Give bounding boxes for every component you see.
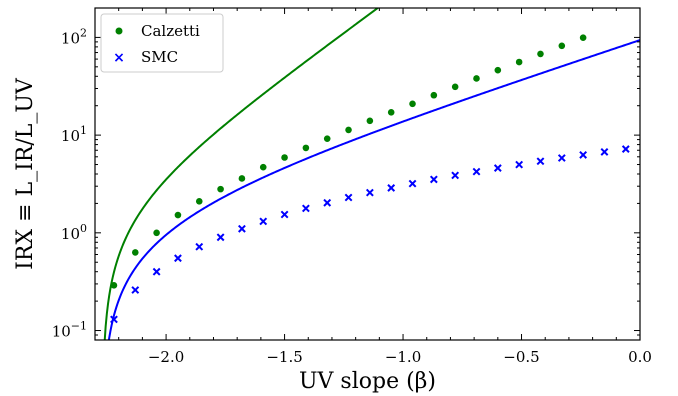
data-point-calzetti (366, 117, 374, 125)
data-point-calzetti (174, 211, 182, 219)
data-point-calzetti (217, 185, 224, 193)
data-point-calzetti (537, 50, 544, 58)
y-axis-label: IRX ≡ L_IR/L_UV (13, 77, 38, 270)
data-point-calzetti (579, 34, 587, 42)
y-tick-label: 101 (61, 124, 87, 145)
data-point-smc (387, 184, 396, 192)
data-point-calzetti (387, 109, 395, 116)
data-point-calzetti (302, 144, 310, 152)
data-point-smc (131, 286, 140, 294)
x-tick-label: 0.0 (628, 348, 652, 366)
data-point-calzetti (430, 91, 438, 99)
legend-label-smc: SMC (141, 48, 178, 66)
data-point-calzetti (515, 58, 523, 66)
legend-marker-smc: × (113, 50, 125, 66)
data-point-calzetti (238, 175, 246, 182)
data-point-calzetti (409, 100, 416, 108)
data-point-smc (408, 179, 417, 188)
data-point-smc (301, 204, 310, 213)
legend: Calzetti × SMC (100, 13, 224, 73)
data-point-calzetti (473, 75, 480, 82)
data-point-smc (472, 167, 481, 176)
data-point-smc (238, 224, 246, 233)
legend-marker-calzetti (115, 27, 123, 35)
data-point-smc (451, 171, 460, 180)
fit-line-calzetti (103, 8, 380, 340)
data-point-calzetti (323, 135, 331, 142)
data-point-smc (579, 151, 588, 159)
x-axis: −2.0 −1.5 −1.0 −0.5 0.0 (94, 8, 652, 366)
data-point-smc (344, 193, 353, 202)
x-axis-label: UV slope (β) (299, 369, 436, 394)
legend-label-calzetti: Calzetti (141, 22, 200, 40)
legend-box (100, 13, 224, 73)
data-point-smc (323, 198, 332, 207)
x-tick-label: −0.5 (503, 348, 539, 366)
data-point-calzetti (281, 154, 288, 161)
data-point-smc (621, 145, 630, 153)
data-point-smc (515, 160, 524, 169)
data-point-calzetti (451, 83, 459, 91)
data-point-smc (557, 154, 566, 162)
y-tick-label: 100 (61, 222, 87, 243)
data-point-calzetti (195, 198, 203, 205)
x-tick-label: −1.0 (385, 348, 421, 366)
data-point-smc (110, 315, 118, 324)
data-point-calzetti (558, 42, 566, 50)
data-point-smc (216, 233, 225, 242)
data-point-smc (280, 210, 289, 219)
fit-line-smc (107, 39, 640, 340)
data-point-smc (493, 164, 502, 172)
data-point-smc (600, 148, 609, 156)
data-point-smc (536, 157, 545, 166)
data-point-smc (152, 267, 161, 276)
data-point-calzetti (494, 66, 502, 74)
data-point-smc (195, 242, 204, 251)
data-point-calzetti (153, 229, 160, 237)
y-tick-label: 102 (61, 26, 87, 47)
data-point-calzetti (131, 249, 139, 256)
data-point-smc (259, 217, 268, 226)
data-point-smc (174, 254, 182, 263)
data-point-calzetti (110, 282, 118, 289)
y-tick-label: 10−1 (52, 320, 87, 341)
y-axis: 10−1 100 101 102 (52, 7, 640, 341)
data-point-smc (429, 175, 438, 184)
data-point-smc (365, 188, 374, 197)
x-tick-label: −2.0 (148, 348, 184, 366)
data-point-calzetti (259, 163, 267, 171)
x-tick-label: −1.5 (266, 348, 302, 366)
data-point-calzetti (345, 126, 352, 134)
